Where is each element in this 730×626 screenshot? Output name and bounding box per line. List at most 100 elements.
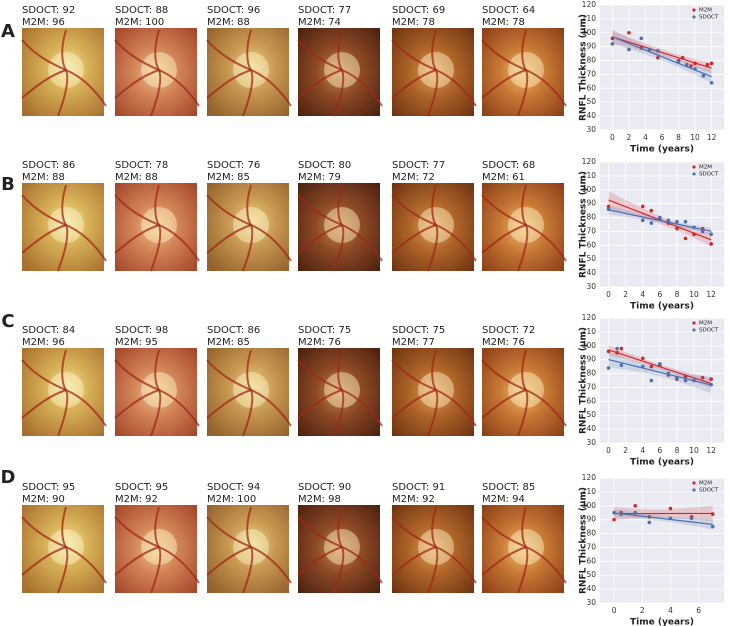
vessel: [435, 546, 477, 584]
sdoct-caption: SDOCT: 91: [392, 482, 445, 493]
data-point: [709, 382, 713, 387]
sdoct-caption: SDOCT: 77: [392, 160, 445, 171]
x-tick-label: 0: [606, 446, 611, 455]
fundus-image: [391, 348, 477, 437]
vessel: [21, 224, 67, 254]
m2m-caption: M2M: 96: [22, 337, 65, 348]
fundus-image: [206, 505, 292, 594]
data-point: [640, 364, 645, 369]
y-tick-label: 90: [586, 199, 596, 208]
vessel: [65, 224, 107, 262]
legend-label: M2M: [699, 165, 712, 171]
vessel: [391, 39, 437, 71]
legend-label: SDOCT: [699, 328, 719, 334]
m2m-caption: M2M: 85: [207, 337, 250, 348]
vessel: [341, 389, 383, 427]
fundus-image: [481, 348, 567, 437]
vessel: [206, 546, 252, 576]
data-point: [700, 229, 705, 234]
y-tick-label: 40: [586, 424, 596, 433]
x-axis-label: Time (years): [630, 302, 694, 312]
vessel: [206, 39, 252, 71]
sdoct-caption: SDOCT: 92: [22, 5, 75, 16]
y-tick-label: 90: [586, 355, 596, 364]
y-tick-label: 50: [586, 97, 596, 106]
data-point: [689, 64, 693, 68]
y-tick-label: 40: [586, 268, 596, 277]
legend-label: M2M: [699, 481, 712, 487]
data-point: [710, 524, 715, 529]
y-axis-label: RNFL Thickness (μm): [579, 14, 589, 121]
legend-marker: [692, 481, 696, 485]
y-tick-label: 100: [582, 501, 597, 510]
vessel: [481, 39, 527, 71]
fundus-image: [114, 183, 200, 272]
vessel: [481, 546, 527, 576]
vessel: [114, 224, 160, 254]
y-tick-label: 40: [586, 111, 596, 120]
vessel: [65, 389, 107, 427]
data-point: [640, 204, 645, 209]
fundus-image: [114, 505, 200, 594]
m2m-caption: M2M: 72: [392, 172, 435, 183]
x-tick-label: 6: [696, 606, 701, 615]
sdoct-caption: SDOCT: 64: [482, 5, 535, 16]
data-point: [610, 42, 615, 46]
m2m-caption: M2M: 95: [115, 337, 158, 348]
y-tick-label: 80: [586, 56, 596, 65]
x-tick-label: 2: [623, 290, 628, 299]
m2m-caption: M2M: 100: [207, 494, 256, 505]
vessel: [481, 224, 527, 254]
legend-label: SDOCT: [699, 488, 719, 494]
vessel: [391, 69, 437, 99]
sdoct-caption: SDOCT: 84: [22, 325, 75, 336]
x-tick-label: 2: [640, 606, 645, 615]
vessel: [297, 389, 343, 419]
y-tick-label: 60: [586, 556, 596, 565]
sdoct-caption: SDOCT: 86: [207, 325, 260, 336]
data-point: [606, 349, 611, 354]
vessel: [250, 389, 292, 427]
data-point: [693, 61, 697, 66]
fundus-image: [21, 183, 107, 272]
sdoct-caption: SDOCT: 95: [22, 482, 75, 493]
data-point: [658, 215, 662, 220]
vessel: [21, 516, 67, 548]
vessel: [341, 224, 383, 262]
vessel: [435, 69, 477, 107]
legend-marker: [692, 15, 696, 19]
vessel: [21, 39, 67, 71]
vessel: [114, 389, 160, 419]
x-tick-label: 2: [623, 446, 628, 455]
fundus-image: [114, 348, 200, 437]
data-point: [709, 242, 713, 246]
x-axis-label: Time (years): [630, 458, 694, 468]
sdoct-caption: SDOCT: 96: [207, 5, 260, 16]
vessel: [65, 546, 107, 584]
vessel: [481, 69, 527, 99]
data-point: [649, 378, 654, 383]
x-tick-label: 12: [706, 446, 716, 455]
vessel: [481, 516, 527, 548]
fundus-image: [297, 28, 383, 117]
vessel: [391, 359, 437, 391]
data-point: [709, 232, 713, 237]
x-tick-label: 6: [657, 290, 662, 299]
m2m-caption: M2M: 96: [22, 17, 65, 28]
x-tick-label: 10: [690, 133, 700, 142]
vessel: [297, 359, 343, 391]
y-tick-label: 80: [586, 213, 596, 222]
fundus-image: [114, 28, 200, 117]
vessel: [297, 39, 343, 71]
data-point: [680, 55, 685, 60]
row-label: B: [1, 174, 15, 195]
data-point: [649, 208, 654, 213]
data-point: [633, 510, 638, 515]
vessel: [481, 389, 527, 419]
data-point: [606, 207, 611, 212]
row-label: A: [1, 21, 15, 42]
legend-marker: [692, 321, 696, 325]
sdoct-caption: SDOCT: 68: [482, 160, 535, 171]
data-point: [619, 512, 623, 516]
